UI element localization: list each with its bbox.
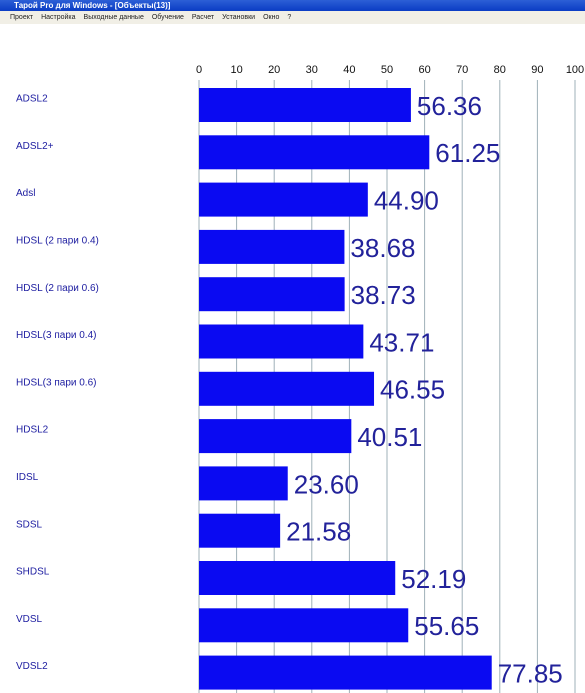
x-tick-label: 70	[456, 64, 468, 76]
value-label: 46.55	[380, 375, 445, 405]
bar	[199, 325, 363, 359]
value-label: 56.36	[417, 91, 482, 121]
bar	[199, 514, 280, 548]
category-label: HDSL (2 пари 0.4)	[16, 236, 99, 247]
bar	[199, 135, 429, 169]
value-label: 21.58	[286, 517, 351, 547]
category-label: HDSL2	[16, 425, 49, 436]
x-tick-label: 40	[343, 64, 355, 76]
bar	[199, 183, 368, 217]
x-tick-label: 50	[381, 64, 393, 76]
bar	[199, 230, 344, 264]
value-label: 38.73	[351, 280, 416, 310]
x-tick-label: 10	[230, 64, 242, 76]
x-tick-label: 20	[268, 64, 280, 76]
chart: 0 10 20 30 40 50 60 70 80 90 100 ADSL2 56.36 ADSL2+ 61…	[0, 0, 585, 693]
category-label: HDSL(3 пари 0.6)	[16, 377, 96, 388]
category-label: SDSL	[16, 519, 43, 530]
x-tick-label: 60	[418, 64, 430, 76]
category-label: HDSL(3 пари 0.4)	[16, 330, 96, 341]
category-label: ADSL2	[16, 94, 48, 105]
value-label: 77.85	[498, 658, 563, 688]
x-tick-label: 100	[566, 64, 584, 76]
category-label: Adsl	[16, 188, 35, 199]
category-label: HDSL (2 пари 0.6)	[16, 283, 99, 294]
value-label: 40.51	[357, 422, 422, 452]
value-label: 44.90	[374, 185, 439, 215]
bar	[199, 419, 351, 453]
value-label: 52.19	[401, 564, 466, 594]
category-label: VDSL	[16, 614, 43, 625]
bar	[199, 372, 374, 406]
x-tick-label: 30	[306, 64, 318, 76]
category-label: VDSL2	[16, 661, 48, 672]
value-label: 23.60	[294, 469, 359, 499]
category-label: ADSL2+	[16, 141, 54, 152]
bar	[199, 466, 288, 500]
bar	[199, 277, 345, 311]
x-tick-label: 90	[531, 64, 543, 76]
bar	[199, 608, 408, 642]
x-tick-label: 80	[494, 64, 506, 76]
bar	[199, 88, 411, 122]
bar	[199, 656, 492, 690]
category-label: IDSL	[16, 472, 39, 483]
x-tick-label: 0	[196, 64, 202, 76]
value-label: 61.25	[435, 138, 500, 168]
bar	[199, 561, 395, 595]
value-label: 43.71	[369, 327, 434, 357]
value-label: 38.68	[350, 233, 415, 263]
page: Тарой Pro для Windows - [Объекты(13)] Пр…	[0, 0, 585, 693]
category-label: SHDSL	[16, 567, 50, 578]
value-label: 55.65	[414, 611, 479, 641]
